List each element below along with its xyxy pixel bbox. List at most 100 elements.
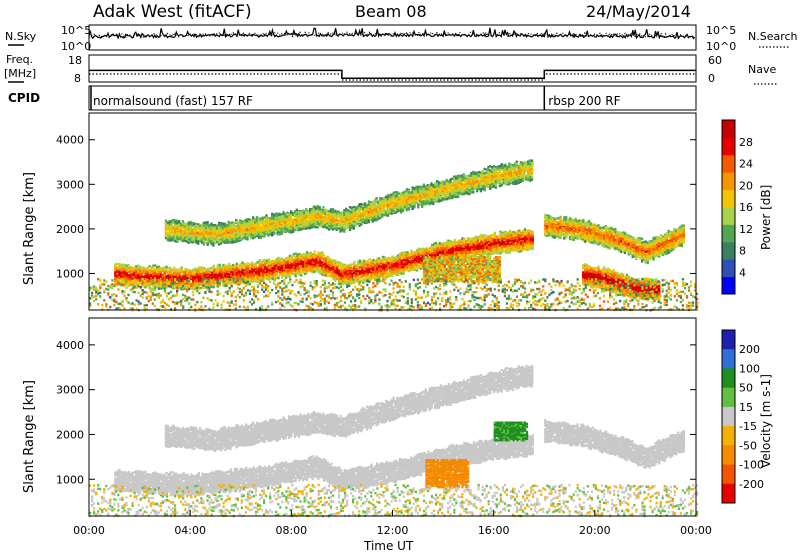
cpid-label: CPID	[8, 91, 40, 105]
echo-cell	[169, 271, 171, 273]
echo-cell	[114, 280, 116, 282]
echo-cell	[131, 273, 133, 275]
echo-cell	[175, 273, 177, 275]
echo-cell	[150, 270, 152, 272]
echo-cell	[181, 275, 183, 277]
echo-cell	[124, 265, 126, 267]
nsky-frame	[89, 25, 696, 50]
nsky-tick-top: 10^5	[61, 24, 91, 37]
echo-cell	[114, 263, 116, 265]
echo-cell	[179, 281, 181, 283]
echo-cell	[169, 268, 171, 270]
echo-cell	[147, 267, 149, 269]
echo-cell	[114, 268, 116, 270]
echo-cell	[152, 270, 154, 272]
echo-cell	[133, 272, 135, 274]
echo-cell	[141, 273, 143, 275]
echo-cell	[120, 275, 122, 277]
echo-cell	[141, 266, 143, 268]
echo-cell	[160, 269, 162, 271]
echo-cell	[177, 269, 179, 271]
freq-label: Freq.	[6, 53, 33, 66]
echo-cell	[135, 276, 137, 278]
echo-cell	[175, 269, 177, 271]
echo-cell	[158, 285, 160, 287]
nave-label: Nave	[748, 63, 776, 76]
echo-cell	[137, 268, 139, 270]
freq-tick-top: 18	[68, 54, 82, 67]
echo-cell	[148, 277, 150, 279]
echo-cell	[116, 271, 118, 273]
echo-cell	[162, 267, 164, 269]
echo-cell	[116, 275, 118, 277]
echo-cell	[116, 266, 118, 268]
echo-cell	[122, 266, 124, 268]
echo-cell	[173, 273, 175, 275]
echo-cell	[141, 271, 143, 273]
echo-cell	[128, 264, 130, 266]
echo-cell	[126, 267, 128, 269]
echo-cell	[148, 280, 150, 282]
echo-cell	[147, 282, 149, 284]
echo-cell	[160, 285, 162, 287]
nsearch-label: N.Search	[748, 30, 798, 43]
echo-cell	[143, 267, 145, 269]
echo-cell	[167, 275, 169, 277]
echo-cell	[130, 267, 132, 269]
echo-cell	[160, 274, 162, 276]
nsearch-tick-top: 10^5	[706, 24, 736, 37]
echo-cell	[135, 283, 137, 285]
echo-cell	[126, 283, 128, 285]
nave-tick-top: 60	[708, 54, 722, 67]
echo-cell	[183, 273, 185, 275]
station-title: Adak West (fitACF)	[93, 2, 252, 22]
echo-cell	[131, 267, 133, 269]
echo-cell	[169, 278, 171, 280]
echo-cell	[158, 268, 160, 270]
echo-cell	[128, 275, 130, 277]
echo-cell	[130, 282, 132, 284]
echo-cell	[171, 271, 173, 273]
echo-cell	[177, 284, 179, 286]
cpid-strip: CPID normalsound (fast) 157 RF rbsp 200 …	[8, 86, 696, 110]
echo-cell	[156, 273, 158, 275]
echo-cell	[122, 264, 124, 266]
echo-cell	[148, 272, 150, 274]
echo-cell	[152, 285, 154, 287]
echo-cell	[147, 280, 149, 282]
echo-cell	[135, 270, 137, 272]
echo-cell	[114, 271, 116, 273]
echo-cell	[162, 275, 164, 277]
echo-cell	[179, 270, 181, 272]
echo-cell	[173, 269, 175, 271]
echo-cell	[118, 276, 120, 278]
echo-cell	[164, 266, 166, 268]
echo-cell	[181, 278, 183, 280]
echo-cell	[154, 264, 156, 266]
echo-cell	[156, 266, 158, 268]
echo-cell	[162, 280, 164, 282]
echo-cell	[130, 278, 132, 280]
echo-cell	[145, 271, 147, 273]
echo-cell	[156, 271, 158, 273]
echo-cell	[158, 273, 160, 275]
echo-cell	[130, 270, 132, 272]
echo-cell	[158, 276, 160, 278]
echo-cell	[166, 277, 168, 279]
echo-cell	[158, 266, 160, 268]
echo-cell	[145, 275, 147, 277]
nave-trace	[89, 74, 696, 80]
echo-cell	[152, 273, 154, 275]
echo-cell	[118, 271, 120, 273]
echo-cell	[120, 281, 122, 283]
echo-cell	[126, 273, 128, 275]
echo-cell	[156, 276, 158, 278]
freq-unit-label: [MHz]	[4, 67, 36, 80]
echo-cell	[124, 273, 126, 275]
echo-cell	[148, 270, 150, 272]
echo-cell	[171, 274, 173, 276]
echo-cell	[120, 269, 122, 271]
echo-cell	[124, 276, 126, 278]
echo-cell	[167, 267, 169, 269]
echo-cell	[147, 271, 149, 273]
